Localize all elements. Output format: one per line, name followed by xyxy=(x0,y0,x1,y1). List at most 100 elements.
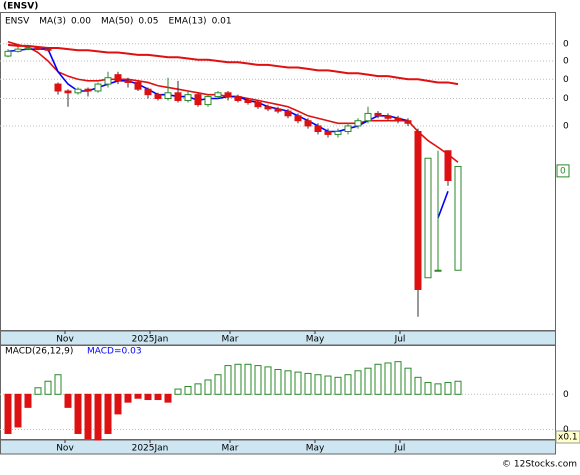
x-tick-label: May xyxy=(306,335,325,345)
candle-body xyxy=(74,88,82,94)
macd-bar xyxy=(104,393,112,434)
x-tick-label: 2025Jan xyxy=(132,335,169,345)
last-price-label: 0 xyxy=(560,166,566,176)
macd-bar xyxy=(394,361,402,395)
macd-bar xyxy=(374,363,382,395)
candle-body xyxy=(224,92,232,98)
macd-bar xyxy=(54,374,62,395)
macd-bar xyxy=(284,370,292,395)
macd-bar xyxy=(424,382,432,395)
macd-bar xyxy=(64,393,72,408)
macd-bar xyxy=(274,369,282,395)
candle-body xyxy=(414,131,422,290)
candle-body xyxy=(154,94,162,99)
macd-bar xyxy=(74,393,82,434)
chart-title: (ENSV) xyxy=(3,2,38,12)
macd-bar xyxy=(264,366,272,395)
macd-bar xyxy=(164,393,172,403)
x-tick-label: May xyxy=(306,444,325,454)
candle-body xyxy=(24,47,32,50)
y-tick-label: 0 xyxy=(563,39,569,49)
candle-body xyxy=(144,88,152,96)
macd-bar xyxy=(384,362,392,395)
candle-body xyxy=(4,50,12,57)
legend-name: MA(3) xyxy=(39,17,66,27)
candle-body xyxy=(354,120,362,127)
macd-bar xyxy=(434,383,442,395)
candle-body xyxy=(444,150,452,181)
x-tick-label: Nov xyxy=(56,335,74,345)
candle-body xyxy=(364,112,372,122)
candle-body xyxy=(164,92,172,99)
macd-bar xyxy=(24,393,32,408)
macd-bar xyxy=(194,383,202,395)
macd-bar xyxy=(334,376,342,395)
y-tick-label: 0 xyxy=(563,121,569,131)
legend-value: 0.00 xyxy=(71,17,91,27)
candle-body xyxy=(94,83,102,92)
candle-body xyxy=(344,125,352,133)
candle-body xyxy=(404,120,412,124)
candle-body xyxy=(124,80,132,83)
candle-body xyxy=(244,99,252,103)
indicator-line xyxy=(7,43,459,86)
macd-bar xyxy=(124,393,132,403)
macd-bar xyxy=(344,374,352,395)
macd-bar xyxy=(444,382,452,395)
macd-bar xyxy=(84,393,92,440)
copyright: © 12Stocks.com xyxy=(502,460,577,470)
macd-bar xyxy=(254,365,262,395)
candle-body xyxy=(254,101,262,108)
macd-title: MACD(26,12,9) xyxy=(5,347,73,357)
candle-body xyxy=(174,92,182,101)
y-tick-label: 0 xyxy=(563,390,569,400)
macd-bar xyxy=(204,379,212,395)
x-tick-label: Mar xyxy=(222,335,239,345)
price-date-axis xyxy=(0,330,556,346)
candle-body xyxy=(54,83,62,92)
y-tick-label: 0 xyxy=(563,75,569,85)
candle-body xyxy=(314,125,322,133)
macd-bar xyxy=(414,376,422,395)
macd-bar xyxy=(134,393,142,399)
candle-body xyxy=(214,92,222,98)
candle-body xyxy=(114,74,122,82)
candle-body xyxy=(264,106,272,110)
macd-bar xyxy=(354,370,362,395)
candle-body xyxy=(324,131,332,135)
candle-body xyxy=(204,96,212,106)
candle-body xyxy=(284,110,292,117)
macd-bar xyxy=(114,393,122,415)
x-tick-label: 2025Jan xyxy=(132,444,169,454)
candle-body xyxy=(14,48,22,52)
macd-bar xyxy=(224,365,232,395)
macd-date-axis xyxy=(0,439,556,455)
macd-bar xyxy=(364,367,372,395)
macd-bar xyxy=(94,393,102,441)
legend-name: ENSV xyxy=(5,17,30,27)
macd-bar xyxy=(34,387,42,395)
candle-body xyxy=(194,94,202,106)
candle-body xyxy=(294,115,302,122)
candle-body xyxy=(84,88,92,92)
candle-body xyxy=(424,157,432,279)
candle-body xyxy=(304,120,312,127)
macd-bar xyxy=(294,371,302,395)
y-tick-label: 0 xyxy=(563,94,569,104)
y-tick-label: 0 xyxy=(563,56,569,66)
macd-bar xyxy=(174,388,182,395)
macd-bar xyxy=(144,393,152,401)
scale-label: x0.1 xyxy=(558,433,578,443)
candle-body xyxy=(64,90,72,94)
macd-bar xyxy=(404,367,412,395)
x-tick-label: Jul xyxy=(394,444,406,454)
macd-bar xyxy=(244,363,252,395)
candle-body xyxy=(434,269,442,272)
x-tick-label: Mar xyxy=(222,444,239,454)
candle-body xyxy=(34,47,42,50)
candle-body xyxy=(394,117,402,122)
macd-bar xyxy=(14,393,22,428)
candle-body xyxy=(454,165,462,271)
scale-box xyxy=(555,430,580,444)
